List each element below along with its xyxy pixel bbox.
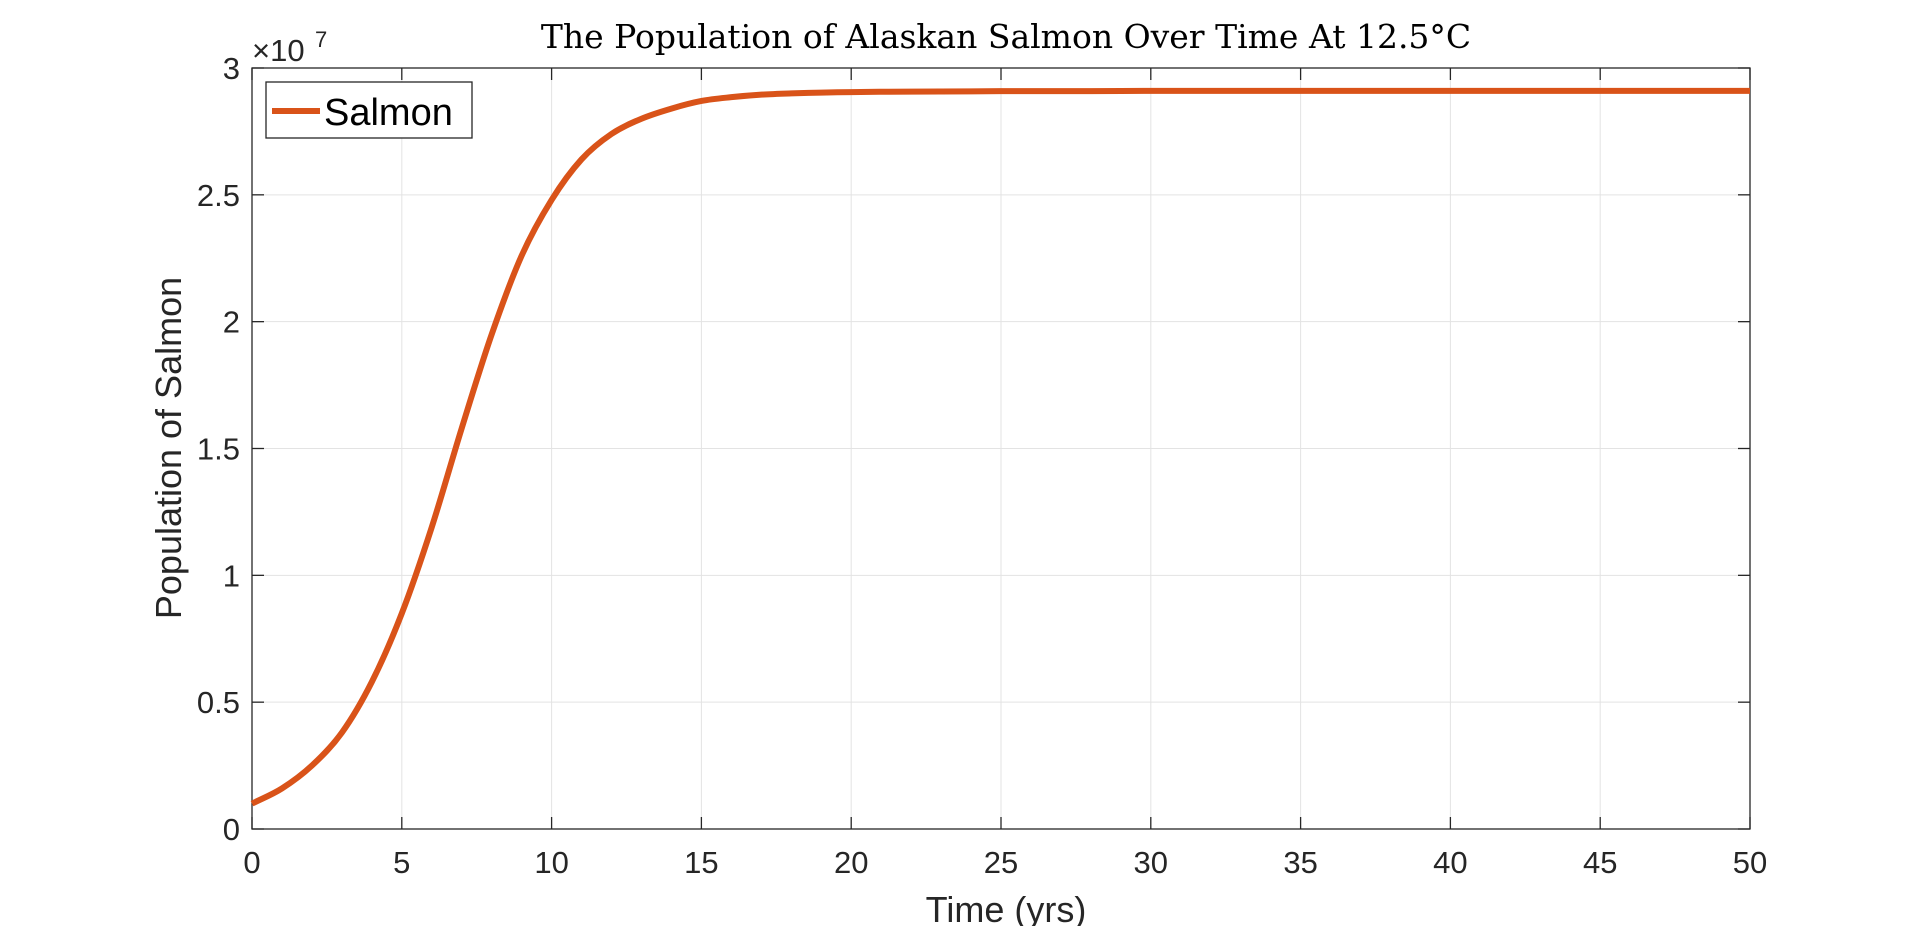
y-axis-label: Population of Salmon — [148, 277, 189, 619]
series-layer — [250, 87, 1750, 807]
y-tick-label: 1 — [223, 558, 240, 593]
y-exponent-base: ×10 — [252, 33, 305, 68]
y-tick-labels: 0 0.5 1 1.5 2 2.5 3 — [197, 51, 240, 847]
x-tick-label: 35 — [1283, 845, 1317, 880]
legend-label-salmon: Salmon — [324, 92, 453, 134]
x-tick-label: 30 — [1134, 845, 1168, 880]
y-tick-label: 2 — [223, 305, 240, 340]
legend: Salmon — [265, 81, 473, 139]
x-tick-label: 25 — [984, 845, 1018, 880]
chart-title: The Population of Alaskan Salmon Over Ti… — [541, 17, 1471, 56]
tick-marks — [251, 67, 1751, 830]
y-exponent-label: ×10 7 — [252, 27, 327, 68]
x-tick-label: 5 — [393, 845, 410, 880]
y-tick-label: 0 — [223, 812, 240, 847]
x-tick-label: 0 — [243, 845, 260, 880]
x-tick-label: 10 — [534, 845, 568, 880]
y-exponent-power: 7 — [315, 27, 327, 52]
grid — [252, 68, 1750, 829]
y-tick-label: 2.5 — [197, 178, 240, 213]
y-tick-label: 3 — [223, 51, 240, 86]
y-tick-label: 1.5 — [197, 432, 240, 467]
series-line-salmon — [250, 87, 1750, 807]
y-tick-label: 0.5 — [197, 685, 240, 720]
x-tick-label: 45 — [1583, 845, 1617, 880]
x-axis-label: Time (yrs) — [926, 889, 1087, 926]
x-tick-label: 20 — [834, 845, 868, 880]
x-tick-label: 15 — [684, 845, 718, 880]
x-tick-label: 50 — [1733, 845, 1767, 880]
x-tick-labels: 0 5 10 15 20 25 30 35 40 45 50 — [243, 845, 1767, 880]
x-tick-label: 40 — [1433, 845, 1467, 880]
